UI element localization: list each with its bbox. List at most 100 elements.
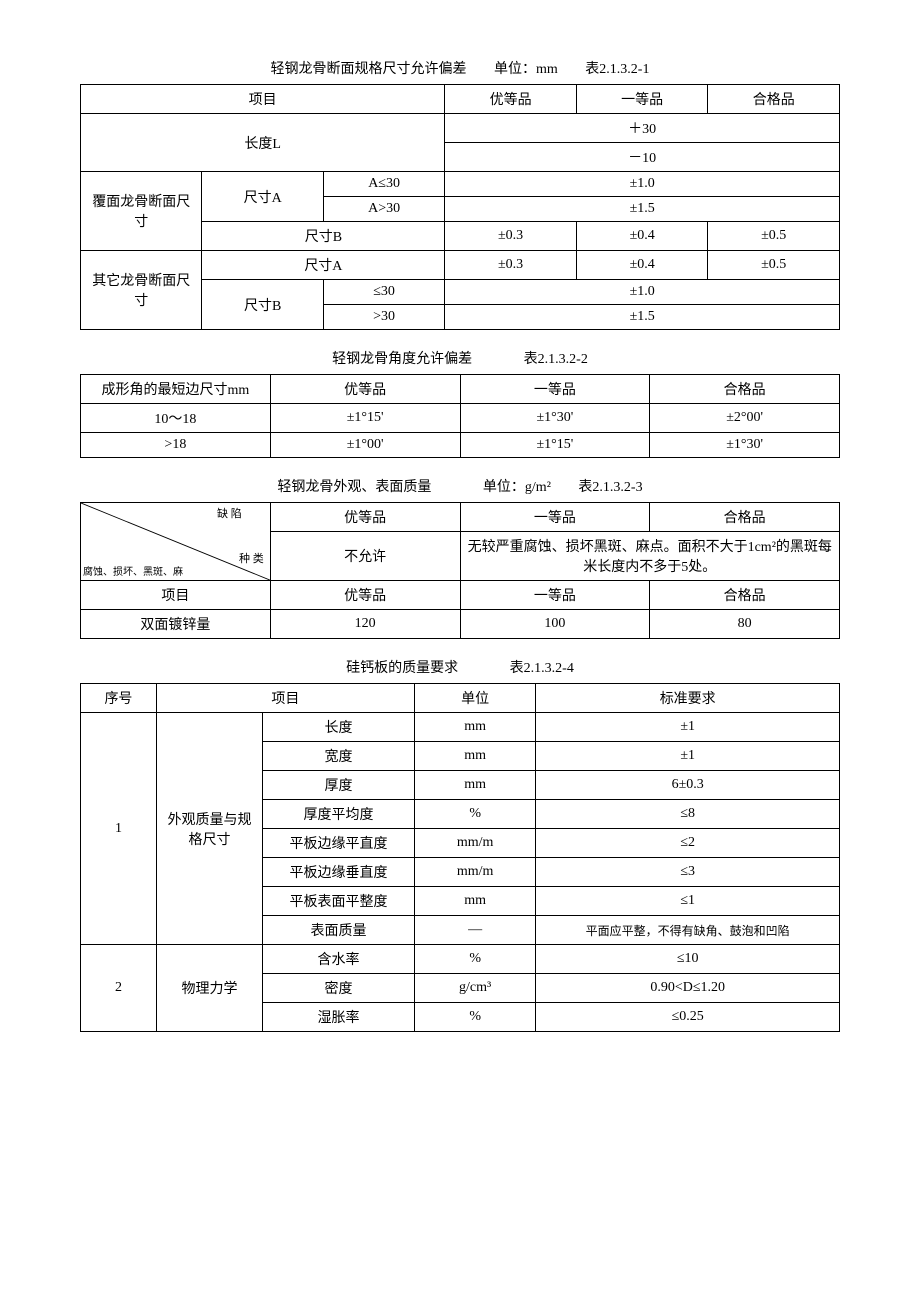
table-row: 成形角的最短边尺寸mm 优等品 一等品 合格品 <box>81 375 840 404</box>
t4-unit: mm/m <box>414 829 535 858</box>
t1-g1-a2-v: ±1.5 <box>445 197 840 222</box>
table2-title: 轻钢龙骨角度允许偏差 表2.1.3.2-2 <box>80 348 840 368</box>
table1-title-unit: 单位：mm <box>494 62 558 77</box>
t1-g2-b2-v: ±1.5 <box>445 305 840 330</box>
t1-length-plus: ＋30 <box>445 114 840 143</box>
t1-g1-b-top: ±0.3 <box>445 222 577 251</box>
t4-unit: mm <box>414 887 535 916</box>
t1-g1-a2: A>30 <box>323 197 444 222</box>
t1-length-label: 长度L <box>81 114 445 172</box>
t1-g1-b: 尺寸B <box>202 222 445 251</box>
table4-title-ref: 表2.1.3.2-4 <box>510 661 574 676</box>
t4-unit: % <box>414 945 535 974</box>
t4-unit: — <box>414 916 535 945</box>
t4-req: 平面应平整，不得有缺角、鼓泡和凹陷 <box>536 916 840 945</box>
t4-req: ±1 <box>536 742 840 771</box>
table3-title-ref: 表2.1.3.2-3 <box>578 480 642 495</box>
t3-h-pass: 合格品 <box>650 503 840 532</box>
t4-item: 含水率 <box>263 945 415 974</box>
t4-item: 宽度 <box>263 742 415 771</box>
t3-not-allow: 不允许 <box>270 532 460 581</box>
table-row: >18 ±1°00' ±1°15' ±1°30' <box>81 433 840 458</box>
t1-g2-b1-v: ±1.0 <box>445 280 840 305</box>
t1-h-first: 一等品 <box>576 85 708 114</box>
t4-unit: mm <box>414 771 535 800</box>
t4-unit: g/cm³ <box>414 974 535 1003</box>
table1-title: 轻钢龙骨断面规格尺寸允许偏差 单位：mm 表2.1.3.2-1 <box>80 58 840 78</box>
table2: 成形角的最短边尺寸mm 优等品 一等品 合格品 10～18 ±1°15' ±1°… <box>80 374 840 458</box>
table-row: 覆面龙骨断面尺寸 尺寸A A≤30 ±1.0 <box>81 172 840 197</box>
table-row: 项目 优等品 一等品 合格品 <box>81 581 840 610</box>
t4-req: ≤2 <box>536 829 840 858</box>
t4-unit: % <box>414 800 535 829</box>
t3-diag-items: 腐蚀、损坏、黑斑、麻 <box>83 563 183 578</box>
t3-zinc-first: 100 <box>460 610 650 639</box>
t1-g1-b-first: ±0.4 <box>576 222 708 251</box>
t4-unit: mm/m <box>414 858 535 887</box>
t4-req: ±1 <box>536 713 840 742</box>
t3-zinc-top: 120 <box>270 610 460 639</box>
t3-h-first: 一等品 <box>460 503 650 532</box>
t1-g2-a-top: ±0.3 <box>445 251 577 280</box>
t4-item: 厚度平均度 <box>263 800 415 829</box>
t2-r1c3: ±1°30' <box>460 404 650 433</box>
table-row: 序号 项目 单位 标准要求 <box>81 684 840 713</box>
t2-r2c3: ±1°15' <box>460 433 650 458</box>
t2-r2c2: ±1°00' <box>270 433 460 458</box>
t4-h-unit: 单位 <box>414 684 535 713</box>
t2-h4: 合格品 <box>650 375 840 404</box>
t4-req: ≤0.25 <box>536 1003 840 1032</box>
t1-g2: 其它龙骨断面尺寸 <box>81 251 202 330</box>
table3-title-unit: 单位：g/m² <box>483 480 551 495</box>
table3-title: 轻钢龙骨外观、表面质量 单位：g/m² 表2.1.3.2-3 <box>80 476 840 496</box>
t3-item-pass: 合格品 <box>650 581 840 610</box>
t4-h-req: 标准要求 <box>536 684 840 713</box>
t4-group-name: 物理力学 <box>156 945 262 1032</box>
t2-h3: 一等品 <box>460 375 650 404</box>
t1-h-top: 优等品 <box>445 85 577 114</box>
t1-g2-a-pass: ±0.5 <box>708 251 840 280</box>
t4-item: 密度 <box>263 974 415 1003</box>
t2-h2: 优等品 <box>270 375 460 404</box>
t3-h-top: 优等品 <box>270 503 460 532</box>
t4-item: 平板边缘垂直度 <box>263 858 415 887</box>
t4-unit: mm <box>414 742 535 771</box>
table-row: 长度L ＋30 <box>81 114 840 143</box>
t3-desc: 无较严重腐蚀、损坏黑斑、麻点。面积不大于1cm²的黑斑每米长度内不多于5处。 <box>460 532 840 581</box>
t4-req: 6±0.3 <box>536 771 840 800</box>
t4-req: ≤3 <box>536 858 840 887</box>
t4-h-item: 项目 <box>156 684 414 713</box>
t4-item: 湿胀率 <box>263 1003 415 1032</box>
t3-zinc-pass: 80 <box>650 610 840 639</box>
table3: 缺 陷 种 类 腐蚀、损坏、黑斑、麻 优等品 一等品 合格品 不允许 无较严重腐… <box>80 502 840 639</box>
table1: 项目 优等品 一等品 合格品 长度L ＋30 －10 覆面龙骨断面尺寸 尺寸A … <box>80 84 840 330</box>
table4-title: 硅钙板的质量要求 表2.1.3.2-4 <box>80 657 840 677</box>
t3-item-first: 一等品 <box>460 581 650 610</box>
t1-g1-a: 尺寸A <box>202 172 323 222</box>
table-row: 双面镀锌量 120 100 80 <box>81 610 840 639</box>
t1-g2-a-first: ±0.4 <box>576 251 708 280</box>
table1-title-ref: 表2.1.3.2-1 <box>585 62 649 77</box>
t1-g1-b-pass: ±0.5 <box>708 222 840 251</box>
t3-zinc: 双面镀锌量 <box>81 610 271 639</box>
t2-r1c4: ±2°00' <box>650 404 840 433</box>
table1-title-main: 轻钢龙骨断面规格尺寸允许偏差 <box>271 62 467 77</box>
t1-g1: 覆面龙骨断面尺寸 <box>81 172 202 251</box>
t4-unit: mm <box>414 713 535 742</box>
t3-diag-defect: 缺 陷 <box>217 505 242 521</box>
table2-title-ref: 表2.1.3.2-2 <box>524 352 588 367</box>
t1-g2-b2: >30 <box>323 305 444 330</box>
t1-g2-b1: ≤30 <box>323 280 444 305</box>
t1-g2-b: 尺寸B <box>202 280 323 330</box>
t2-r2c4: ±1°30' <box>650 433 840 458</box>
t3-item-top: 优等品 <box>270 581 460 610</box>
t2-r1c2: ±1°15' <box>270 404 460 433</box>
t4-group-no: 1 <box>81 713 157 945</box>
table-row: 1外观质量与规格尺寸长度mm±1 <box>81 713 840 742</box>
t3-diag-kind: 种 类 <box>239 550 264 566</box>
t2-h1: 成形角的最短边尺寸mm <box>81 375 271 404</box>
t4-req: ≤8 <box>536 800 840 829</box>
t4-h-no: 序号 <box>81 684 157 713</box>
t4-item: 平板表面平整度 <box>263 887 415 916</box>
t4-item: 厚度 <box>263 771 415 800</box>
